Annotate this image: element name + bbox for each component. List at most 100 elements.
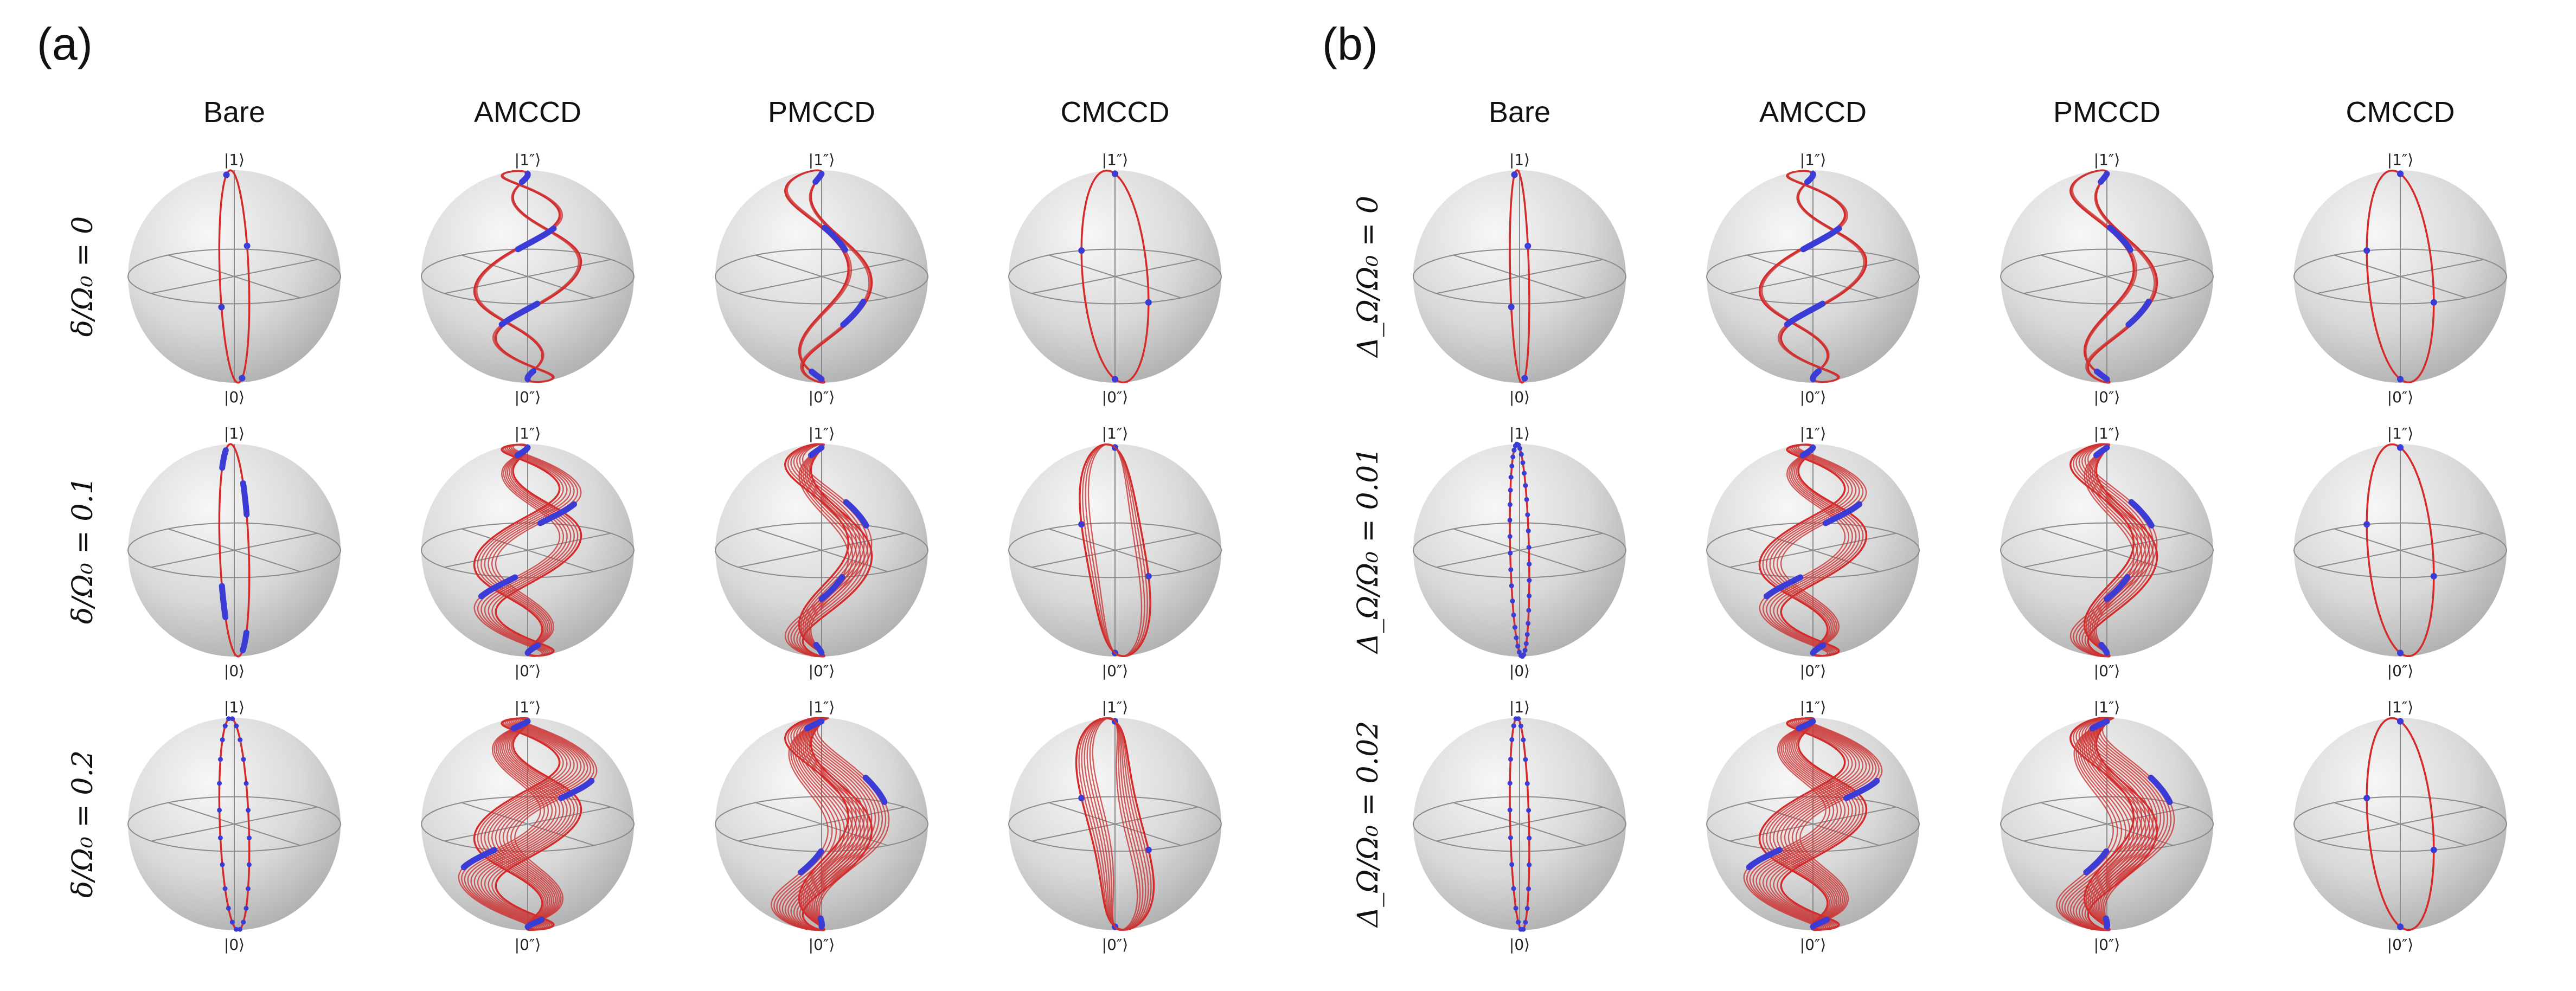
bloch-sphere-cell: |1″⟩ |0″⟩: [2000, 424, 2214, 680]
column-title: CMCCD: [2346, 96, 2455, 128]
state-marker: [1509, 583, 1514, 589]
state-marker: [1523, 757, 1528, 762]
state-marker: [1521, 375, 1528, 382]
panel-label: (a): [37, 18, 93, 69]
state-marker: [1513, 905, 1518, 911]
state-marker: [1516, 919, 1521, 925]
state-segment-marker: [808, 445, 825, 459]
ket-top-label: |1″⟩: [2094, 151, 2120, 169]
state-marker: [1512, 625, 1517, 630]
state-marker: [1507, 502, 1513, 507]
state-marker: [1507, 781, 1513, 786]
bloch-sphere-cell: |1″⟩ |0″⟩: [420, 424, 635, 680]
bloch-sphere-cell: |1″⟩ |0″⟩: [1706, 424, 1920, 680]
row-label: δ/Ω₀ = 0: [67, 216, 99, 337]
state-marker: [1507, 807, 1513, 813]
state-marker: [1521, 652, 1527, 658]
ket-top-label: |1″⟩: [809, 698, 835, 716]
state-marker: [2397, 376, 2404, 383]
ket-bottom-label: |0″⟩: [1102, 936, 1129, 954]
state-marker: [1522, 648, 1528, 653]
state-marker: [1508, 487, 1513, 493]
state-segment-marker: [1822, 501, 1862, 526]
ket-bottom-label: |0″⟩: [1102, 662, 1129, 680]
ket-top-label: |1″⟩: [809, 424, 835, 442]
ket-top-label: |1⟩: [1509, 151, 1530, 169]
state-segment-marker: [219, 583, 229, 621]
state-segment-marker: [804, 718, 825, 731]
state-marker: [2363, 795, 2370, 802]
ket-top-label: |1″⟩: [515, 424, 541, 442]
ket-bottom-label: |0″⟩: [2094, 936, 2120, 954]
state-marker: [243, 781, 249, 786]
state-marker: [1112, 170, 1118, 177]
state-marker: [1518, 452, 1524, 457]
state-segment-marker: [219, 447, 229, 471]
state-marker: [1507, 517, 1513, 523]
ket-bottom-label: |0″⟩: [515, 662, 541, 680]
ket-top-label: |1″⟩: [1800, 424, 1827, 442]
ket-top-label: |1″⟩: [1102, 151, 1129, 169]
state-marker: [1520, 460, 1526, 465]
state-marker: [2430, 572, 2437, 580]
state-segment-marker: [1810, 916, 1830, 930]
ket-bottom-label: |0⟩: [1509, 388, 1530, 406]
state-marker: [1508, 550, 1513, 556]
state-segment-marker: [1810, 368, 1822, 382]
state-marker: [233, 926, 239, 932]
state-marker: [1508, 567, 1514, 572]
bloch-sphere-cell: |1″⟩ |0″⟩: [1008, 424, 1222, 680]
bloch-sphere-cell: |1″⟩ |0″⟩: [2293, 424, 2508, 680]
state-segment-marker: [524, 642, 541, 656]
state-marker: [243, 242, 251, 249]
state-segment-marker: [2148, 775, 2173, 805]
ket-top-label: |1″⟩: [2094, 424, 2120, 442]
bloch-sphere-cell: |1″⟩ |0″⟩: [420, 151, 635, 406]
state-marker: [1513, 443, 1518, 448]
state-marker: [1112, 376, 1118, 383]
state-marker: [1526, 808, 1531, 813]
bloch-sphere-cell: |1⟩ |0⟩: [1412, 424, 1627, 680]
state-marker: [2397, 649, 2404, 657]
state-segment-marker: [1784, 300, 1826, 327]
ket-bottom-label: |0″⟩: [515, 388, 541, 406]
state-marker: [1510, 599, 1515, 604]
state-marker: [1527, 561, 1532, 567]
state-segment-marker: [518, 171, 531, 185]
ket-top-label: |1″⟩: [515, 698, 541, 716]
state-segment-marker: [2083, 848, 2110, 876]
state-marker: [1507, 534, 1513, 539]
state-segment-marker: [809, 368, 825, 382]
ket-top-label: |1″⟩: [1800, 698, 1827, 716]
state-segment-marker: [818, 574, 845, 602]
state-marker: [1513, 716, 1518, 722]
state-segment-marker: [558, 777, 595, 801]
ket-top-label: |1″⟩: [515, 151, 541, 169]
state-marker: [1526, 621, 1531, 626]
state-marker: [2397, 718, 2404, 725]
ket-top-label: |1⟩: [224, 424, 245, 442]
bloch-sphere-cell: |1⟩ |0⟩: [127, 151, 342, 406]
bloch-sphere-cell: |1″⟩ |0″⟩: [2000, 151, 2214, 406]
state-marker: [1526, 545, 1531, 550]
state-segment-marker: [862, 775, 888, 805]
state-marker: [226, 905, 231, 911]
state-marker: [1524, 497, 1529, 502]
ket-bottom-label: |0⟩: [224, 936, 245, 954]
state-marker: [1524, 781, 1530, 786]
state-segment-marker: [2094, 368, 2110, 382]
state-segment-marker: [817, 915, 825, 930]
state-segment-marker: [798, 848, 824, 876]
state-marker: [234, 723, 239, 729]
state-marker: [1514, 635, 1519, 641]
state-marker: [1523, 919, 1528, 925]
state-marker: [1526, 608, 1531, 613]
state-marker: [220, 862, 225, 867]
bloch-sphere-cell: |1⟩ |0⟩: [1412, 698, 1627, 954]
ket-top-label: |1″⟩: [1102, 424, 1129, 442]
row-label: δ/Ω₀ = 0.1: [67, 477, 99, 624]
column-title: Bare: [1489, 96, 1550, 128]
state-segment-marker: [840, 298, 867, 328]
state-marker: [1527, 593, 1532, 599]
state-marker: [241, 919, 246, 925]
